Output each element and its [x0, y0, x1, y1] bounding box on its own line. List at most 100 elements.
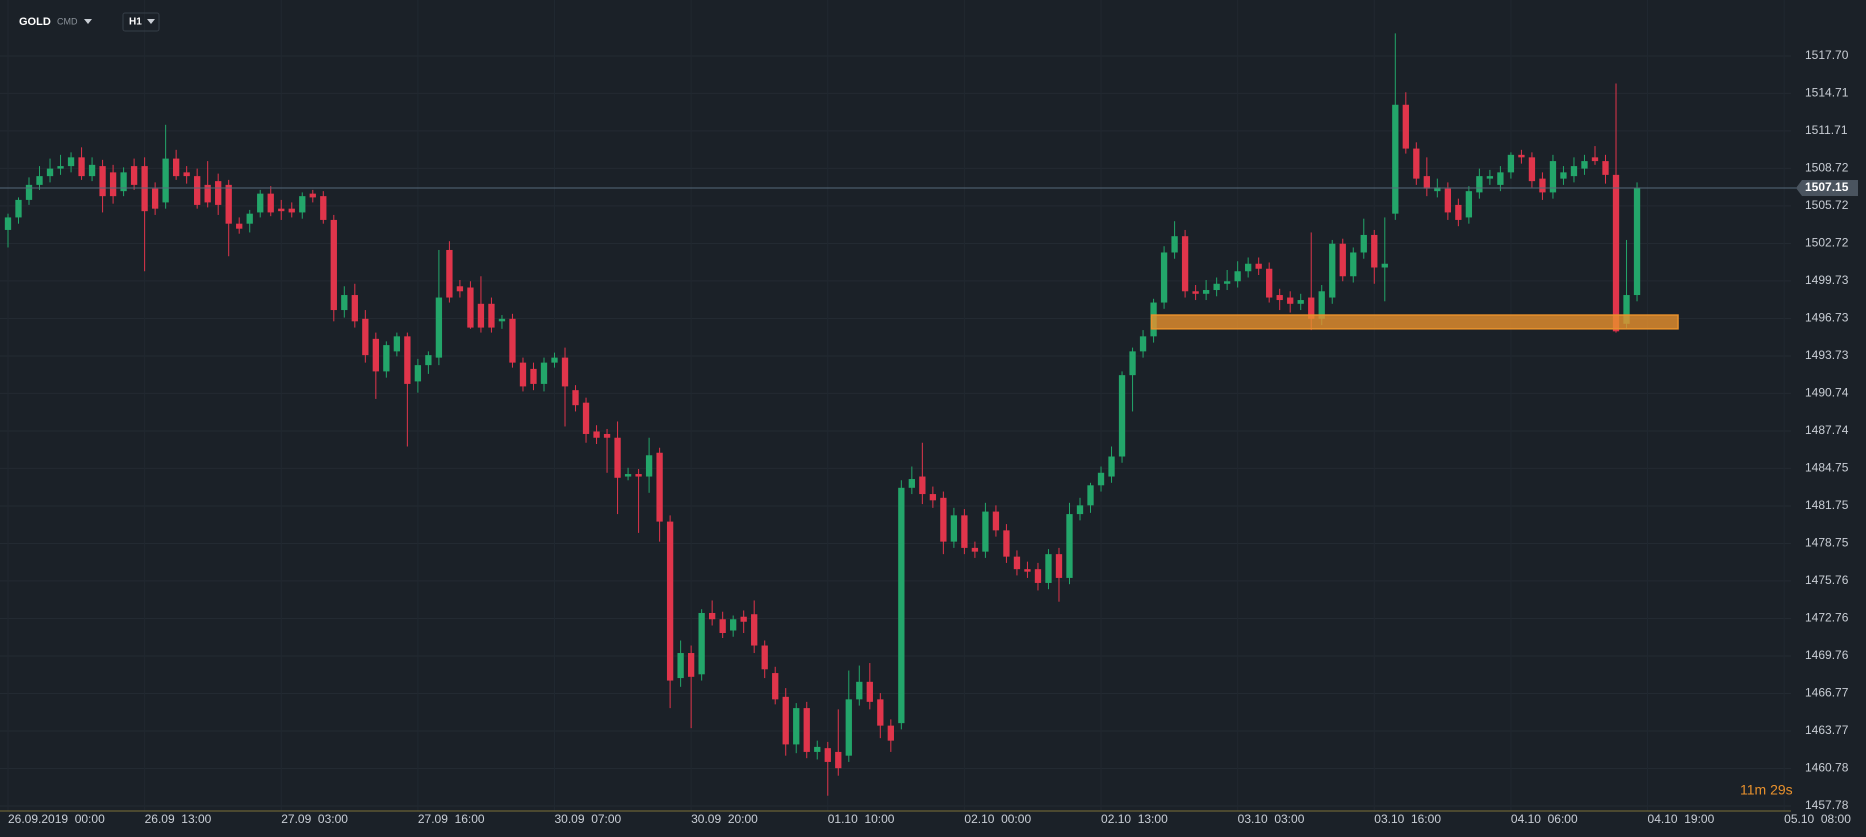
candle-body: [772, 673, 779, 700]
symbol[interactable]: GOLD: [19, 16, 51, 28]
candle-body: [835, 751, 842, 769]
candle-body: [1413, 148, 1420, 179]
candle-body: [120, 172, 127, 192]
x-tick-label: 02.10 00:00: [964, 812, 1031, 826]
y-tick-label: 1487.74: [1805, 423, 1849, 437]
candle-body: [1045, 554, 1052, 583]
candle-body: [67, 157, 75, 167]
timeframe[interactable]: H1: [129, 17, 142, 28]
timeframe-box[interactable]: [122, 12, 160, 32]
instrument-type: CMD: [57, 16, 78, 26]
support-zone: [1150, 314, 1679, 330]
candle-body: [257, 193, 264, 213]
candle-body: [1202, 290, 1210, 294]
candle-body: [1455, 204, 1462, 220]
candle-body: [151, 188, 159, 209]
candles: [4, 33, 1641, 796]
candle-body: [698, 612, 705, 675]
y-tick-label: 1478.75: [1805, 536, 1849, 550]
candle-body: [435, 297, 443, 358]
candle-body: [1108, 456, 1115, 477]
candle-body: [278, 208, 285, 212]
candle-body: [845, 699, 852, 756]
candle-body: [519, 362, 527, 387]
candle-body: [372, 338, 379, 372]
candle-body: [940, 497, 947, 542]
candle-body: [404, 336, 411, 384]
candle-body: [971, 547, 979, 552]
candle-body: [225, 184, 232, 224]
x-tick-label: 26.09 13:00: [145, 812, 212, 826]
last-price-arrow: [1796, 180, 1802, 197]
y-tick-label: 1499.73: [1805, 273, 1849, 287]
x-tick-label: 02.10 13:00: [1101, 812, 1168, 826]
candle-body: [887, 725, 894, 741]
candle-body: [961, 515, 968, 548]
y-tick-label: 1502.72: [1805, 236, 1849, 250]
candle-body: [1076, 505, 1084, 515]
candle-body: [1087, 485, 1094, 506]
candle-body: [1245, 263, 1252, 272]
candle-body: [1360, 234, 1367, 253]
candle-body: [572, 390, 579, 406]
symbol-dropdown[interactable]: [84, 19, 92, 24]
candle-body: [803, 708, 810, 752]
candle-body: [856, 681, 863, 700]
candle-body: [1591, 157, 1599, 162]
candle-body: [1507, 154, 1515, 173]
candle-body: [1623, 295, 1630, 324]
candle-body: [246, 213, 253, 224]
candle-body: [1581, 161, 1588, 169]
candle-body: [1276, 295, 1283, 301]
y-tick-label: 1472.76: [1805, 611, 1849, 625]
candle-body: [1560, 172, 1567, 179]
candle-body: [751, 614, 758, 646]
candle-body: [425, 355, 432, 366]
candle-body: [1518, 154, 1525, 158]
candle-body: [1055, 554, 1063, 578]
toolbar: GOLD CMD H1: [19, 12, 160, 32]
candle-body: [992, 511, 1000, 531]
x-tick-label: 26.09.2019 00:00: [8, 812, 105, 826]
last-price-label: 1507.15: [1805, 180, 1849, 194]
candle-body: [194, 176, 201, 205]
candle-body: [1192, 291, 1199, 294]
grid: [0, 0, 1791, 811]
timeframe-dropdown[interactable]: [147, 19, 155, 24]
candle-body: [582, 402, 590, 434]
candle-body: [709, 612, 716, 620]
y-tick-label: 1457.78: [1805, 798, 1849, 812]
y-tick-label: 1517.70: [1805, 48, 1849, 62]
candle-body: [1139, 336, 1147, 352]
x-tick-label: 30.09 07:00: [555, 812, 622, 826]
candle-body: [950, 515, 958, 542]
candle-body: [320, 196, 327, 220]
candle-body: [530, 368, 537, 384]
candle-body: [761, 645, 768, 670]
candle-body: [288, 208, 295, 213]
x-tick-label: 04.10 06:00: [1511, 812, 1578, 826]
x-tick-label: 03.10 03:00: [1238, 812, 1305, 826]
y-tick-label: 1460.78: [1805, 761, 1849, 775]
candle-body: [498, 318, 506, 322]
candle-body: [109, 172, 117, 197]
candle-body: [1171, 236, 1178, 253]
candle-body: [4, 217, 12, 230]
x-tick-label: 01.10 10:00: [828, 812, 895, 826]
candle-body: [1223, 281, 1231, 284]
candle-body: [1465, 191, 1473, 218]
candle-body: [236, 223, 243, 229]
candle-body: [1476, 176, 1483, 193]
candle-body: [509, 318, 516, 363]
candle-body: [467, 287, 474, 328]
candle-body: [1381, 263, 1388, 268]
candle-body: [172, 158, 180, 177]
candle-body: [593, 431, 600, 438]
candle-body: [456, 286, 464, 292]
candle-body: [1402, 104, 1409, 149]
candle-body: [446, 249, 453, 298]
candle-body: [130, 166, 138, 185]
candle-body: [740, 616, 747, 622]
candle-body: [1423, 176, 1430, 189]
